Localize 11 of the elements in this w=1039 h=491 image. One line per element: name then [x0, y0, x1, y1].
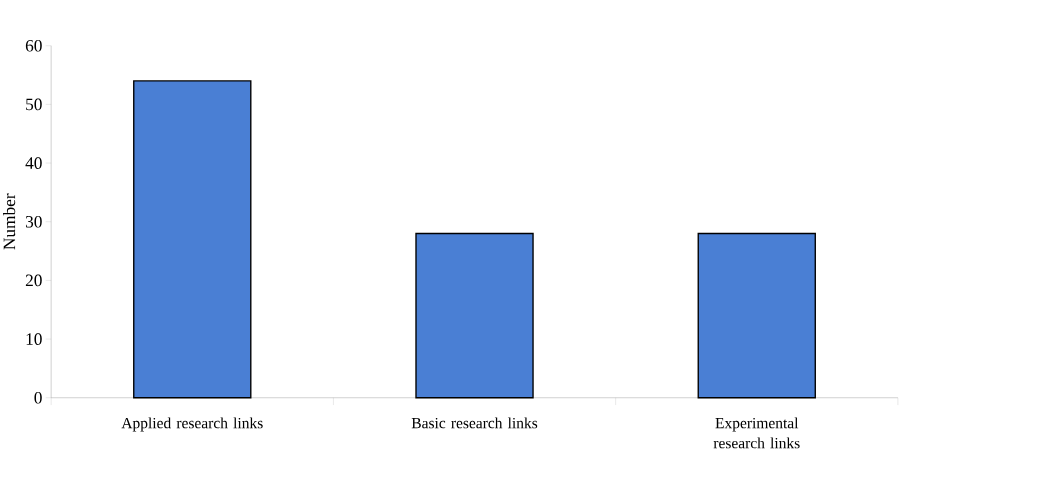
y-tick-label: 20	[25, 274, 42, 287]
y-tick-label: 30	[25, 215, 42, 228]
y-tick-label: 50	[26, 98, 42, 111]
y-tick-label: 0	[34, 391, 42, 404]
x-tick-label: Basic research links	[411, 417, 538, 429]
y-axis-title: Number	[3, 193, 16, 250]
x-tick-label: Experimental research links	[713, 417, 800, 449]
x-tick-label: Applied research links	[121, 417, 263, 432]
y-tick-label: 10	[26, 333, 42, 345]
y-tick-label: 60	[25, 39, 42, 52]
y-tick-label: 40	[25, 157, 42, 169]
